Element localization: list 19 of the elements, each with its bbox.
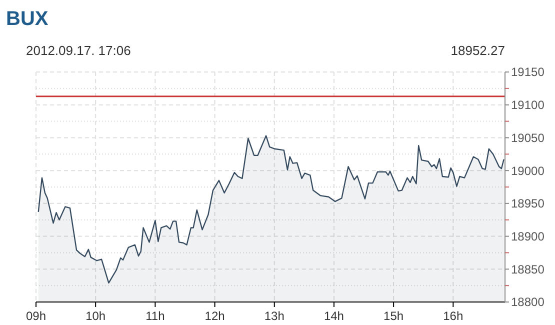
y-tick-label: 18800 xyxy=(511,295,545,310)
x-tick-label: 12h xyxy=(204,309,225,323)
y-tick-label: 19100 xyxy=(511,98,545,112)
y-tick-label: 19000 xyxy=(511,164,545,178)
x-tick-label: 13h xyxy=(264,309,284,323)
x-tick-label: 16h xyxy=(443,309,464,323)
chart-title: BUX xyxy=(6,8,49,30)
x-tick-label: 10h xyxy=(86,309,106,323)
x-tick-label: 14h xyxy=(324,309,344,323)
y-tick-label: 18900 xyxy=(511,229,545,244)
y-tick-label: 19150 xyxy=(511,65,545,80)
y-tick-label: 18850 xyxy=(511,262,545,276)
chart-subtitle: 2012.09.17. 17:06 xyxy=(26,43,131,58)
x-tick-label: 15h xyxy=(384,309,404,323)
x-tick-label: 11h xyxy=(146,309,165,323)
y-tick-label: 18950 xyxy=(511,196,545,211)
y-tick-label: 19050 xyxy=(511,130,545,145)
x-tick-label: 09h xyxy=(26,309,46,323)
text: 18952.27 xyxy=(450,43,505,58)
